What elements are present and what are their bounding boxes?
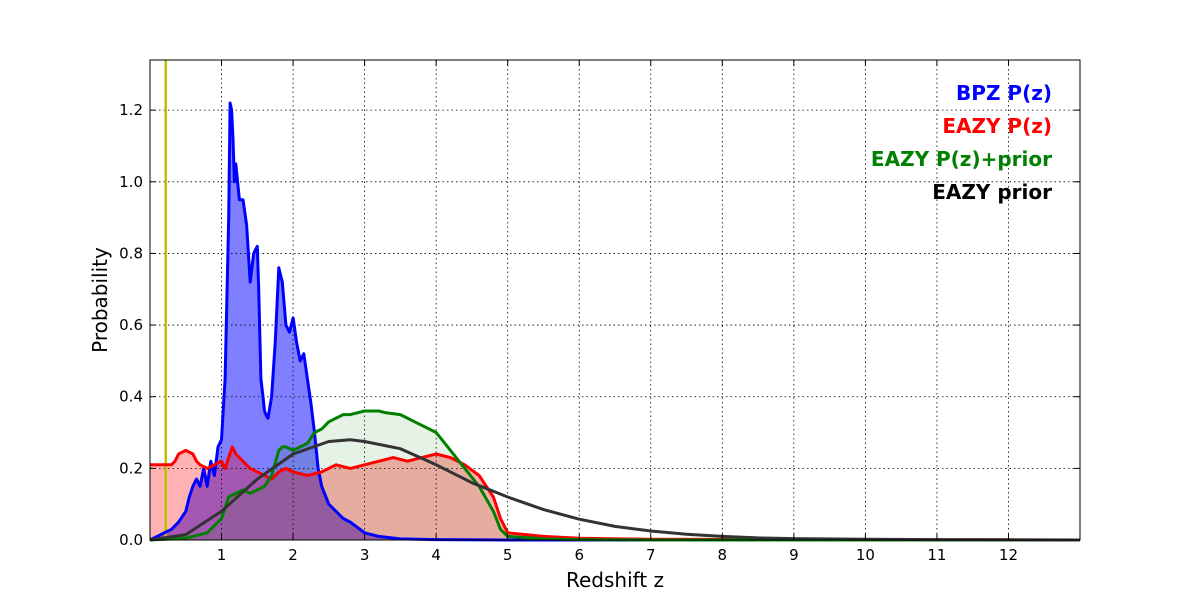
legend-label-eazy-prior: EAZY prior	[932, 180, 1052, 204]
y-tick-label: 0.2	[119, 459, 143, 477]
series-lines	[149, 101, 1081, 542]
y-tick-label: 0.4	[119, 388, 143, 406]
series-area-bpz-p-z	[150, 103, 1080, 540]
x-axis-label: Redshift z	[566, 568, 664, 592]
x-tick-label: 6	[574, 546, 584, 564]
x-tick-label: 2	[288, 546, 298, 564]
x-tick-label: 8	[718, 546, 728, 564]
series-fills	[150, 103, 1080, 540]
series-area-eazy-p-z-prior	[150, 411, 1080, 540]
x-tick-label: 7	[646, 546, 656, 564]
x-tick-label: 4	[431, 546, 441, 564]
series-area-eazy-p-z	[150, 446, 1080, 540]
y-tick-label: 1.2	[119, 101, 143, 119]
legend-label-bpz-p-z: BPZ P(z)	[956, 81, 1052, 105]
x-tick-label: 11	[927, 546, 946, 564]
legend-label-eazy-p-z: EAZY P(z)	[942, 114, 1052, 138]
y-tick-label: 0.6	[119, 316, 143, 334]
x-tick-label: 10	[856, 546, 875, 564]
x-tick-label: 1	[217, 546, 227, 564]
series-line-eazy-prior	[149, 438, 1081, 542]
y-tick-label: 1.0	[119, 173, 143, 191]
x-tick-label: 12	[999, 546, 1018, 564]
x-tick-labels: 1 2 3 4 5 6 7 8 9 10 11 12	[217, 546, 1018, 564]
x-tick-label: 3	[360, 546, 370, 564]
axis-ticks	[150, 60, 1080, 541]
plot-frame	[149, 59, 1081, 541]
y-axis-label: Probability	[88, 247, 112, 353]
y-tick-labels: 0.0 0.2 0.4 0.6 0.8 1.0 1.2	[119, 101, 143, 549]
legend: BPZ P(z) EAZY P(z) EAZY P(z)+prior EAZY pri…	[871, 81, 1052, 204]
legend-label-eazy-p-z-prior: EAZY P(z)+prior	[871, 147, 1052, 171]
series-line-eazy-p-z	[150, 445, 1081, 542]
x-tick-label: 5	[503, 546, 513, 564]
x-tick-label: 9	[789, 546, 799, 564]
y-tick-label: 0.0	[119, 531, 143, 549]
grid-lines	[150, 60, 1080, 541]
series-line-bpz-p-z	[149, 101, 1080, 542]
y-tick-label: 0.8	[119, 244, 143, 262]
